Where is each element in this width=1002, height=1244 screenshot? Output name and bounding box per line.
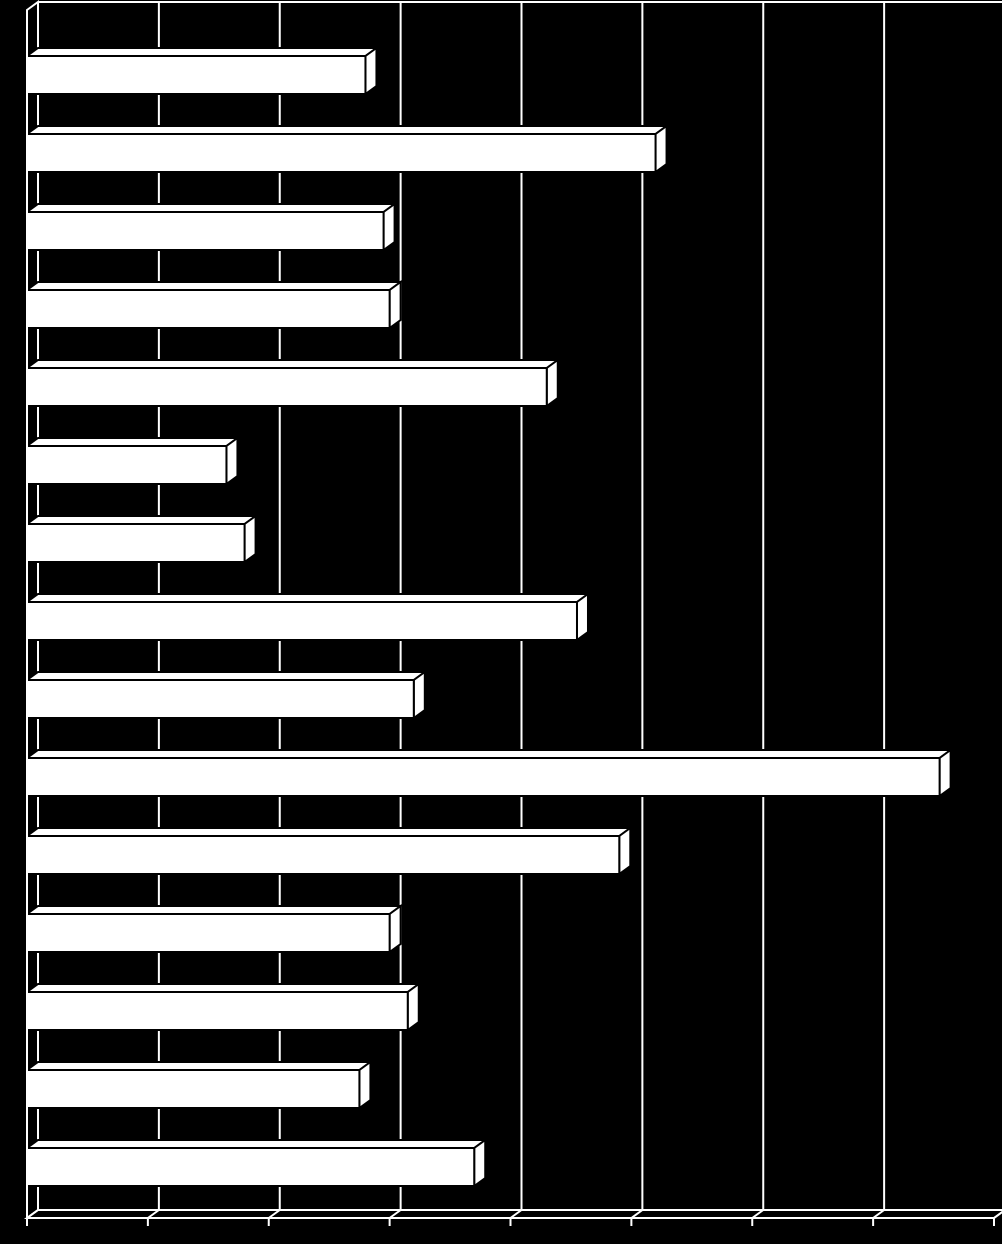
- bar-front: [27, 836, 619, 874]
- bar-front: [27, 368, 547, 406]
- bar-top: [27, 282, 401, 290]
- bar-front: [27, 290, 390, 328]
- bar-top: [27, 1062, 370, 1070]
- bar-side: [365, 48, 376, 94]
- bar-side: [390, 906, 401, 952]
- bar-side: [577, 594, 588, 640]
- bar-front: [27, 212, 384, 250]
- bar-top: [27, 672, 425, 680]
- bar-side: [474, 1140, 485, 1186]
- bar-top: [27, 204, 395, 212]
- bar-side: [390, 282, 401, 328]
- bar-front: [27, 1148, 474, 1186]
- bar-top: [27, 828, 630, 836]
- bar-front: [27, 1070, 359, 1108]
- bar-top: [27, 48, 376, 56]
- bar-front: [27, 56, 365, 94]
- bar-top: [27, 906, 401, 914]
- bar-front: [27, 992, 408, 1030]
- bar-side: [384, 204, 395, 250]
- bar-top: [27, 750, 951, 758]
- bar-front: [27, 914, 390, 952]
- bar-side: [414, 672, 425, 718]
- bar-side: [656, 126, 667, 172]
- bar-top: [27, 594, 588, 602]
- bar-top: [27, 984, 419, 992]
- bar-side: [619, 828, 630, 874]
- bar-side: [547, 360, 558, 406]
- bar-side: [245, 516, 256, 562]
- bar-side: [226, 438, 237, 484]
- bar-chart: [0, 0, 1002, 1244]
- bar-front: [27, 446, 226, 484]
- bar-front: [27, 134, 656, 172]
- bar-side: [940, 750, 951, 796]
- bar-front: [27, 758, 940, 796]
- bar-front: [27, 602, 577, 640]
- bar-top: [27, 126, 667, 134]
- bar-side: [408, 984, 419, 1030]
- bar-side: [359, 1062, 370, 1108]
- bar-top: [27, 516, 256, 524]
- bar-top: [27, 438, 237, 446]
- bar-top: [27, 360, 558, 368]
- bar-front: [27, 680, 414, 718]
- bar-top: [27, 1140, 485, 1148]
- bar-front: [27, 524, 245, 562]
